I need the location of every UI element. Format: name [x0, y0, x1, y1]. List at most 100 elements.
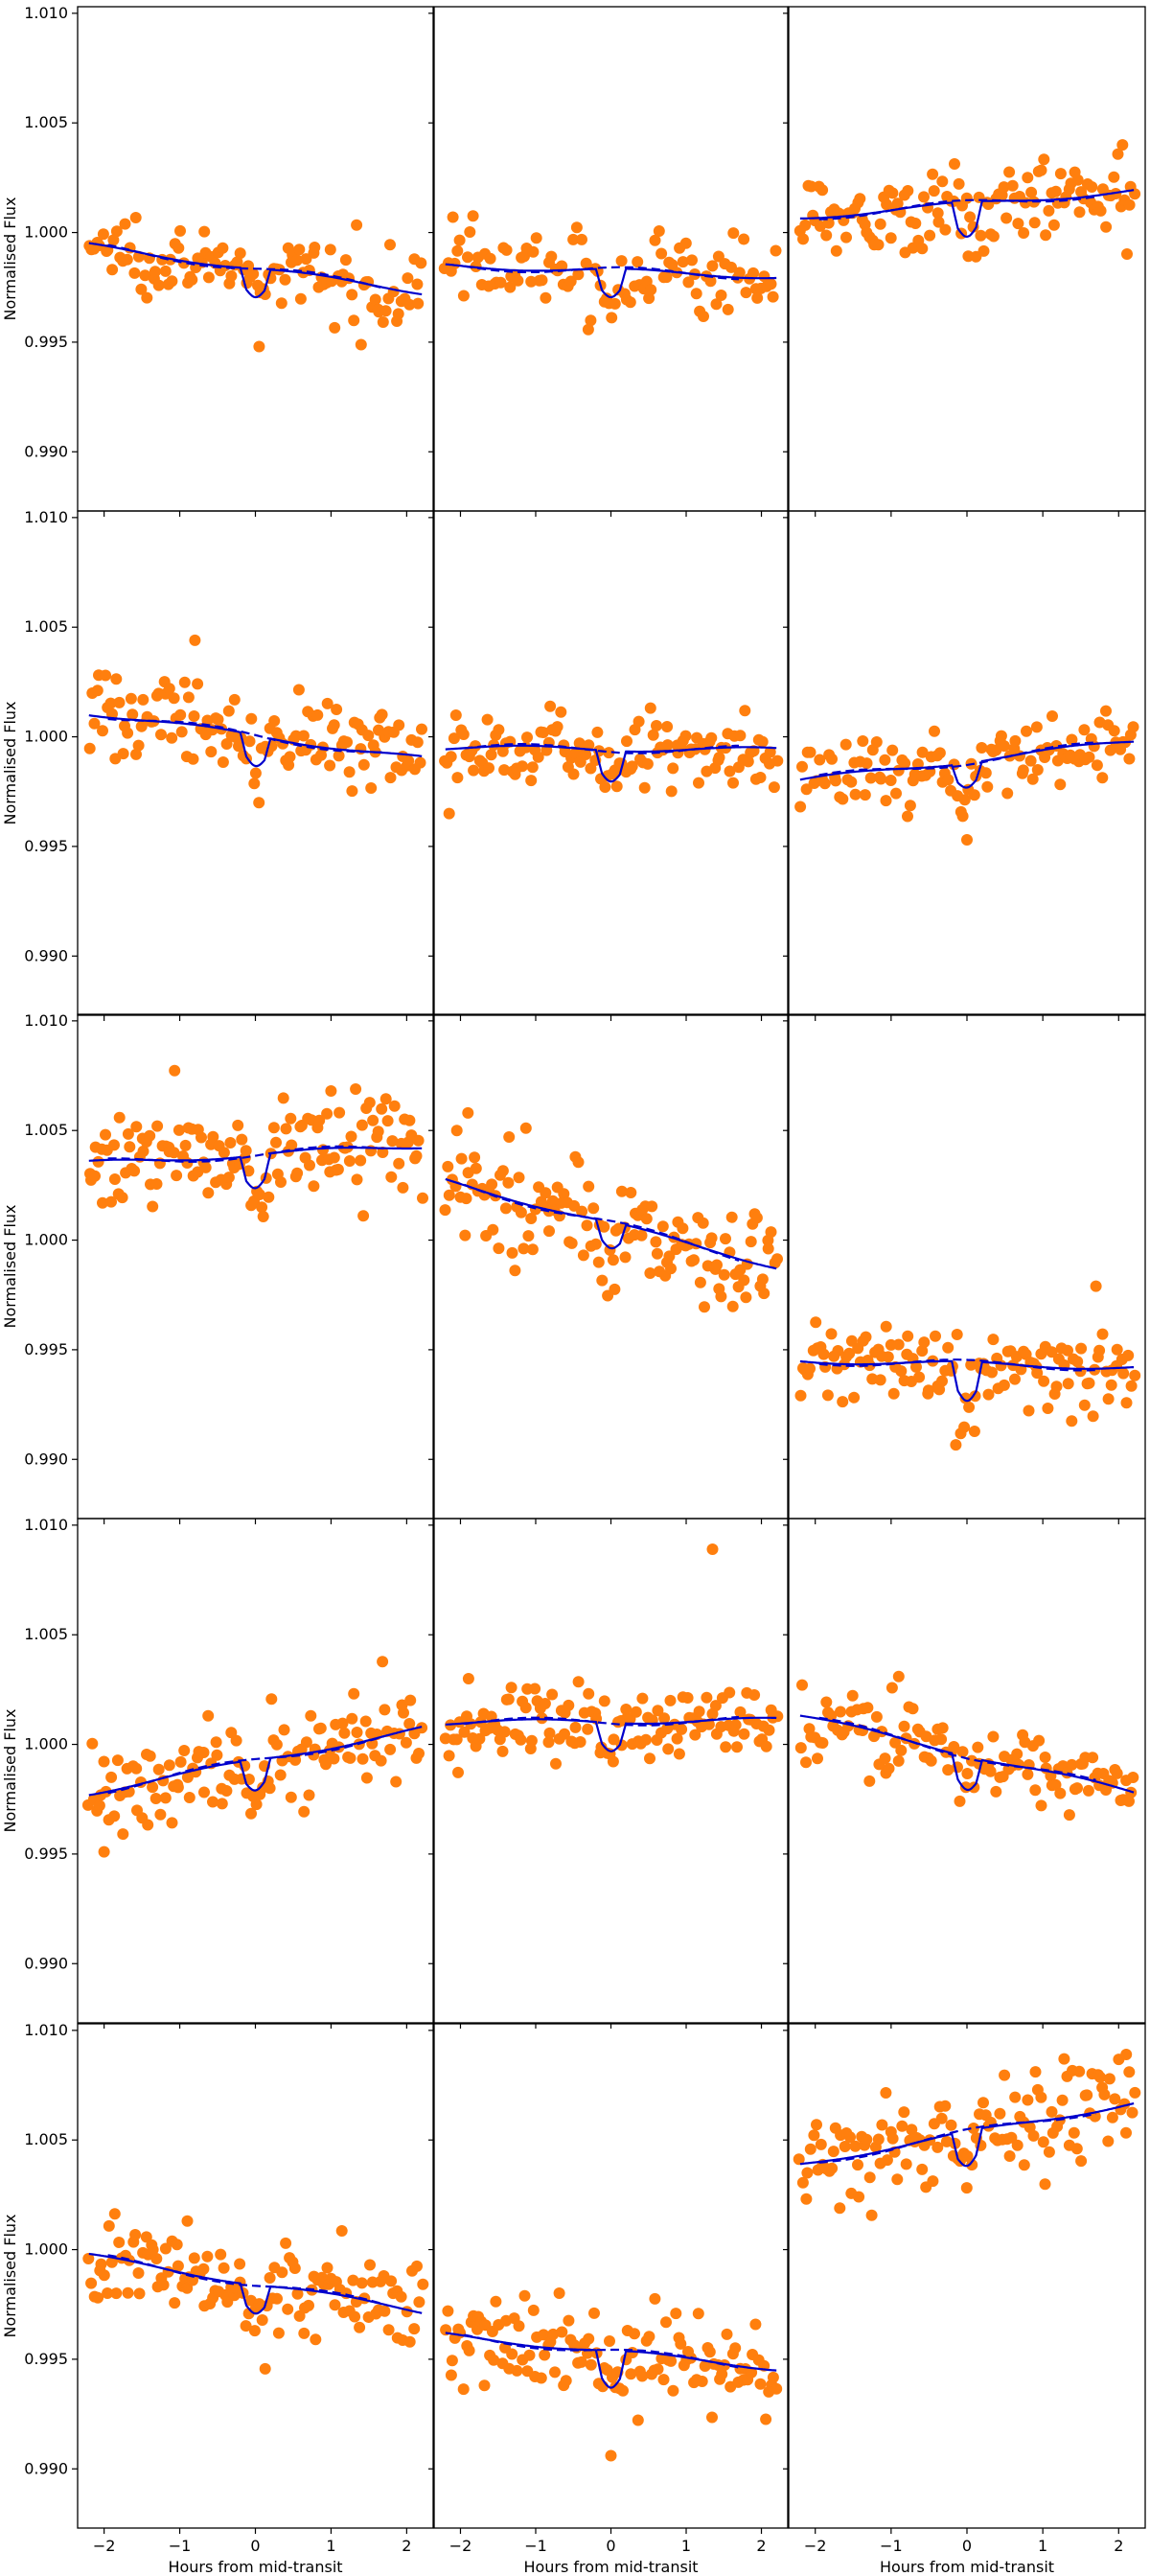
data-point — [729, 1719, 742, 1731]
data-point — [478, 2379, 491, 2392]
data-point — [632, 2414, 644, 2426]
data-point — [341, 736, 353, 749]
data-point — [625, 2368, 637, 2380]
data-point — [731, 1741, 743, 1753]
data-point-outlier — [892, 1670, 905, 1683]
data-point — [898, 1720, 910, 1732]
data-point — [1029, 2066, 1042, 2078]
y-tick-label: 0.990 — [24, 1954, 68, 1972]
data-point — [285, 1791, 297, 1803]
data-point — [147, 2243, 159, 2256]
data-point — [275, 297, 288, 310]
data-point — [1123, 753, 1136, 765]
data-point — [891, 197, 904, 210]
data-point — [998, 181, 1010, 194]
data-point — [889, 1736, 902, 1749]
data-point — [356, 1752, 369, 1765]
data-point — [82, 2253, 95, 2264]
data-point — [1066, 733, 1078, 746]
data-point — [264, 1782, 276, 1795]
data-point — [704, 275, 717, 288]
data-point — [1123, 1795, 1135, 1807]
data-point — [1063, 1809, 1075, 1822]
data-point — [740, 287, 752, 299]
data-point — [499, 1202, 512, 1215]
data-point — [446, 2355, 458, 2367]
data-point — [249, 767, 262, 779]
data-point — [122, 727, 134, 739]
data-point — [279, 273, 291, 286]
data-point — [397, 1181, 409, 1194]
data-point — [572, 268, 585, 281]
data-point — [598, 1220, 610, 1233]
data-point — [231, 256, 243, 268]
data-point — [525, 775, 538, 787]
data-point — [1054, 168, 1067, 180]
data-point — [907, 1703, 919, 1715]
data-point — [863, 2171, 876, 2184]
data-point — [1127, 1772, 1139, 1783]
data-point — [845, 776, 858, 788]
data-points — [439, 1106, 783, 1313]
data-point — [457, 2383, 470, 2396]
data-point — [899, 757, 911, 770]
data-point — [1103, 2073, 1116, 2085]
data-point — [679, 730, 692, 742]
data-point-outlier — [189, 634, 201, 646]
data-point — [519, 1702, 532, 1714]
data-point — [150, 2253, 163, 2264]
data-point — [644, 1752, 656, 1765]
data-point — [882, 1351, 894, 1363]
data-point — [187, 753, 199, 765]
data-point — [500, 244, 513, 256]
data-point — [580, 257, 592, 269]
data-point — [796, 760, 808, 773]
data-point — [355, 338, 367, 351]
data-point — [1029, 1784, 1042, 1797]
data-point — [511, 2364, 523, 2377]
data-point — [1043, 204, 1055, 217]
data-point — [349, 2310, 361, 2323]
data-point — [242, 1165, 255, 1177]
data-point — [348, 314, 360, 327]
data-point — [876, 2119, 888, 2131]
data-point — [555, 706, 567, 718]
panel-r4-c2: −2 −1 0 1 2 — [783, 2023, 1146, 2555]
data-point-outlier — [325, 1085, 337, 1097]
data-point — [155, 729, 167, 741]
data-point — [1054, 1787, 1067, 1799]
data-point — [529, 1683, 541, 1695]
data-point — [556, 260, 568, 272]
data-point — [253, 1189, 265, 1200]
data-point — [1071, 1356, 1084, 1368]
panel-frame — [433, 1518, 789, 2024]
data-point — [1028, 217, 1041, 229]
y-tick-label: 1.005 — [24, 1121, 68, 1139]
data-point — [100, 1128, 111, 1141]
data-point — [178, 1745, 191, 1756]
data-point — [673, 1748, 685, 1760]
data-point — [240, 1145, 252, 1157]
data-point — [121, 253, 133, 266]
data-point — [558, 1188, 570, 1200]
data-point — [494, 276, 507, 289]
data-point — [701, 1691, 713, 1704]
data-point — [485, 749, 497, 761]
data-point — [913, 1371, 926, 1383]
data-point — [151, 1120, 164, 1132]
data-point — [280, 1123, 292, 1135]
data-point — [377, 316, 389, 328]
data-point — [644, 702, 656, 714]
data-point — [453, 234, 466, 246]
panel-r4-c0: 0.990 0.995 1.000 1.005 1.010 −2 −1 0 1 2 — [24, 2021, 434, 2555]
data-point — [105, 2256, 118, 2268]
data-point — [874, 218, 886, 230]
data-point — [274, 1769, 287, 1781]
data-point — [506, 2348, 518, 2360]
data-point — [89, 1170, 101, 1182]
data-point — [796, 2176, 809, 2189]
data-point — [521, 731, 533, 744]
data-point — [936, 175, 949, 188]
data-point — [412, 297, 425, 310]
x-tick-label: 2 — [402, 2537, 411, 2555]
